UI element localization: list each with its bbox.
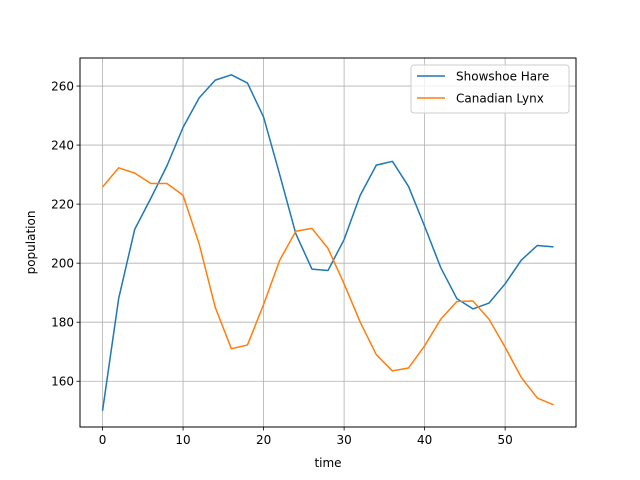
x-axis-label: time (314, 456, 341, 470)
x-tick-label: 50 (498, 433, 513, 447)
series-lines (101, 74, 554, 411)
y-axis-label: population (24, 211, 38, 275)
x-tick-label: 0 (99, 433, 107, 447)
legend-label: Canadian Lynx (456, 92, 544, 106)
legend: Showshoe Hare Canadian Lynx (410, 64, 570, 114)
x-tick-label: 40 (417, 433, 432, 447)
y-tick-label: 180 (51, 316, 74, 330)
y-tick-label: 160 (51, 375, 74, 389)
y-tick-label: 220 (51, 198, 74, 212)
ticks: 0 10 20 30 40 50 160 180 200 220 240 260 (51, 80, 513, 447)
series-line-2 (101, 167, 554, 406)
plot-frame (79, 57, 577, 428)
legend-label: Showshoe Hare (456, 70, 549, 84)
x-tick-label: 30 (336, 433, 351, 447)
y-tick-label: 200 (51, 257, 74, 271)
legend-box (410, 64, 570, 114)
y-tick-label: 240 (51, 139, 74, 153)
x-tick-label: 10 (175, 433, 190, 447)
y-tick-label: 260 (51, 80, 74, 94)
x-tick-label: 20 (256, 433, 271, 447)
